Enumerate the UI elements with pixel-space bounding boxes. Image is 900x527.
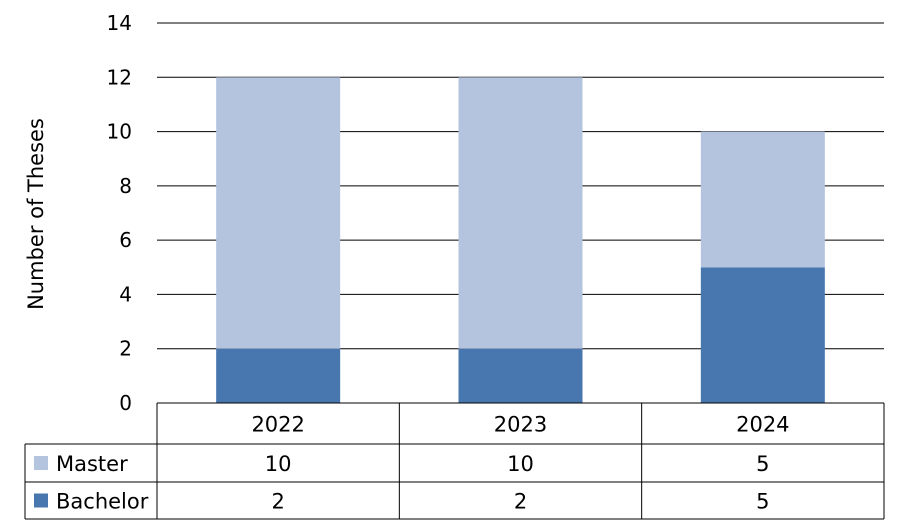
legend-label: Bachelor	[56, 490, 149, 514]
y-tick-label: 4	[119, 282, 132, 306]
table-value: 2	[271, 490, 284, 514]
x-category-label: 2023	[494, 413, 547, 437]
legend-label: Master	[56, 452, 128, 476]
bar-master-2024	[700, 131, 825, 268]
bar-master-2022	[216, 77, 341, 349]
y-tick-label: 10	[107, 120, 132, 144]
bar-bachelor-2022	[216, 348, 341, 403]
y-axis-label: Number of Theses	[24, 118, 48, 310]
y-tick-label: 0	[119, 391, 132, 415]
table-value: 5	[756, 452, 769, 476]
table-value: 2	[514, 490, 527, 514]
legend-swatch-bachelor	[34, 493, 48, 508]
data-table: 2022 2023 2024 Master 10 10 5 Bachelor 2 2 5	[24, 402, 885, 520]
table-value: 5	[756, 490, 769, 514]
bar-bachelor-2024	[700, 267, 825, 403]
legend-swatch-master	[34, 456, 48, 470]
table-value: 10	[507, 452, 534, 476]
y-axis-ticks: 0 2 4 6 8 10 12 14	[107, 11, 132, 415]
y-tick-label: 12	[107, 65, 132, 89]
x-category-label: 2024	[736, 413, 789, 437]
y-tick-label: 14	[107, 11, 132, 35]
y-tick-label: 8	[119, 174, 132, 198]
y-tick-label: 6	[119, 228, 132, 252]
x-category-label: 2022	[251, 413, 304, 437]
table-value: 10	[265, 452, 292, 476]
y-tick-label: 2	[119, 337, 132, 361]
bar-bachelor-2023	[458, 348, 583, 403]
bars	[216, 77, 825, 403]
bar-master-2023	[458, 77, 583, 349]
